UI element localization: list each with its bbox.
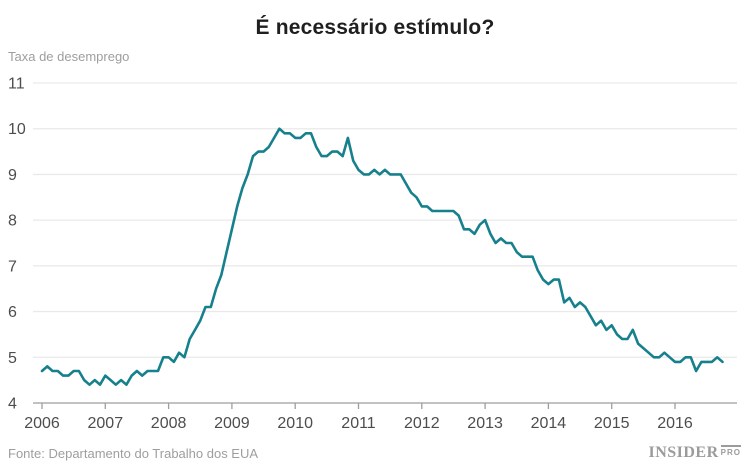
x-tick-label: 2016: [657, 415, 693, 432]
x-tick-label: 2012: [404, 415, 440, 432]
y-tick-label: 10: [8, 121, 26, 138]
y-tick-label: 6: [8, 304, 17, 321]
y-tick-label: 5: [8, 350, 17, 367]
y-tick-label: 9: [8, 167, 17, 184]
y-tick-label: 7: [8, 258, 17, 275]
x-tick-label: 2011: [341, 415, 376, 432]
insider-pro-logo: INSIDER PRO: [648, 444, 741, 462]
y-tick-label: 11: [8, 76, 25, 93]
x-tick-label: 2009: [214, 415, 250, 432]
y-axis-title: Taxa de desemprego: [8, 49, 130, 64]
source-note: Fonte: Departamento do Trabalho dos EUA: [8, 446, 259, 461]
x-tick-label: 2006: [24, 415, 60, 432]
chart-title: É necessário estímulo?: [255, 16, 495, 39]
y-tick-label: 4: [8, 396, 17, 413]
x-tick-label: 2015: [594, 415, 630, 432]
x-tick-label: 2010: [277, 415, 313, 432]
x-tick-label: 2014: [531, 415, 567, 432]
y-tick-label: 8: [8, 213, 17, 230]
x-tick-label: 2007: [88, 415, 124, 432]
logo-main-text: INSIDER: [648, 444, 719, 461]
data-line-series: [40, 127, 724, 387]
x-tick-label: 2013: [467, 415, 503, 432]
logo-sub-text: PRO: [720, 445, 741, 457]
x-tick-label: 2008: [151, 415, 187, 432]
